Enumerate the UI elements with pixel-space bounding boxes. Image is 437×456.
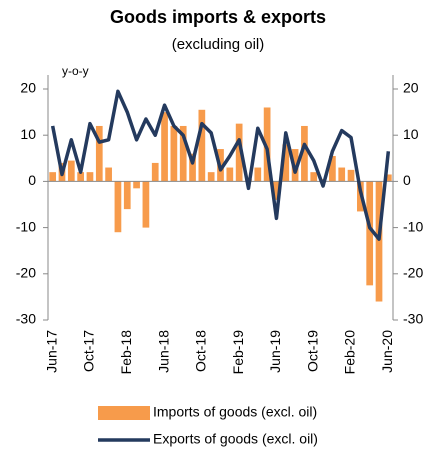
x-tick-label: Feb-18 (118, 330, 134, 375)
y2-tick-label: 0 (403, 172, 411, 188)
bar (263, 107, 271, 182)
x-tick-label: Feb-19 (230, 330, 246, 375)
bar (273, 181, 280, 200)
x-tick-label: Jun-20 (379, 330, 395, 373)
y2-tick-label: 20 (403, 80, 419, 96)
x-tick-label: Oct-18 (193, 330, 209, 372)
y-tick-label: -30 (16, 311, 36, 327)
legend-label: Imports of goods (excl. oil) (153, 404, 317, 420)
y2-tick-label: -20 (403, 265, 423, 281)
y-tick-label: 20 (20, 80, 36, 96)
line (50, 89, 391, 241)
x-tick-label: Jun-18 (155, 330, 171, 373)
bar (198, 109, 206, 182)
legend-swatch (98, 406, 150, 420)
bar (142, 181, 150, 228)
bar (235, 123, 243, 182)
bar (338, 167, 346, 182)
bar (114, 181, 122, 233)
bar (329, 155, 336, 182)
x-tick-label: Feb-20 (342, 330, 358, 375)
bar (301, 125, 308, 182)
bar (375, 181, 383, 302)
x-tick-label: Jun-17 (43, 330, 59, 373)
chart-subtitle: (excluding oil) (172, 36, 265, 53)
y-tick-label: 0 (28, 172, 36, 188)
annotation: y-o-y (62, 64, 89, 78)
y-tick-label: -20 (16, 265, 36, 281)
chart-title: Goods imports & exports (110, 7, 326, 27)
bar (310, 172, 318, 182)
bar (123, 181, 131, 210)
bar (151, 162, 159, 182)
y2-tick-label: -30 (403, 311, 423, 327)
y2-tick-label: -10 (403, 218, 423, 234)
bar (67, 160, 75, 182)
x-tick-label: Jun-19 (267, 330, 283, 373)
bar (254, 167, 262, 182)
bar (161, 112, 168, 182)
y-tick-label: -10 (16, 218, 36, 234)
bar (366, 181, 374, 286)
bar (179, 125, 187, 182)
bar (189, 153, 196, 182)
legend-label: Exports of goods (excl. oil) (153, 431, 318, 447)
bar (77, 172, 84, 182)
bar (347, 169, 355, 182)
x-tick-label: Oct-17 (81, 330, 97, 372)
bar (282, 144, 290, 182)
bar (49, 172, 57, 182)
bar (95, 125, 103, 182)
y2-tick-label: 10 (403, 126, 419, 142)
bar (226, 167, 234, 182)
y-tick-label: 10 (20, 126, 36, 142)
bar (105, 167, 112, 182)
bar (133, 181, 140, 189)
bar (207, 172, 215, 182)
bar (86, 172, 94, 182)
x-tick-label: Oct-19 (304, 330, 320, 372)
bar (384, 174, 392, 182)
bar (170, 125, 178, 182)
